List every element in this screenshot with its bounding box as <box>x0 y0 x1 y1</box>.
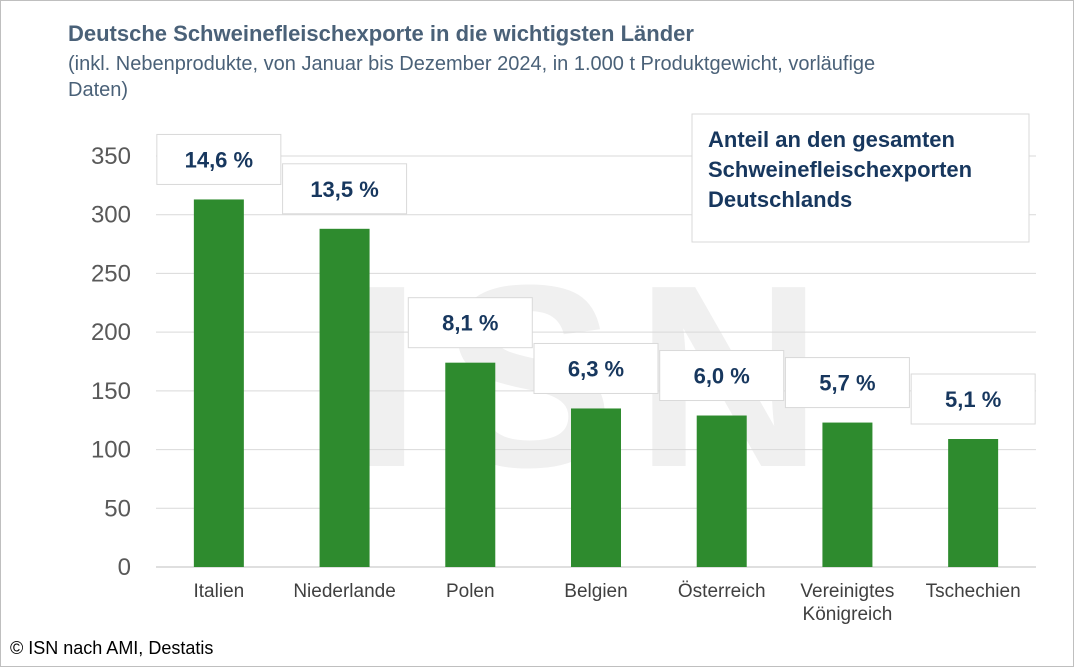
y-tick-label: 150 <box>91 378 131 405</box>
x-tick-label: Tschechien <box>926 581 1021 602</box>
y-tick-label: 350 <box>91 143 131 170</box>
annotation-text: Anteil an den gesamten Schweinefleischexp… <box>708 127 972 212</box>
data-label: 6,0 % <box>694 364 750 389</box>
bar <box>696 415 747 567</box>
data-label-box <box>910 373 1036 425</box>
data-label: 5,1 % <box>945 387 1001 412</box>
chart-title: Deutsche Schweinefleischexporte in die w… <box>68 21 694 46</box>
data-label-box <box>282 163 408 215</box>
y-tick-label: 200 <box>91 319 131 346</box>
data-label: 5,7 % <box>819 371 875 396</box>
x-tick-label: Österreich <box>678 581 766 602</box>
data-label-box <box>784 357 910 409</box>
data-label-box <box>659 350 785 402</box>
x-tick-label: Belgien <box>564 581 627 602</box>
data-label: 8,1 % <box>442 311 498 336</box>
source-note: © ISN nach AMI, Destatis <box>10 638 214 658</box>
y-tick-label: 100 <box>91 437 131 464</box>
bar <box>822 422 873 567</box>
x-tick-label: Polen <box>446 581 495 602</box>
data-label: 13,5 % <box>310 177 379 202</box>
bar <box>193 199 244 567</box>
bar <box>445 362 496 567</box>
bar <box>571 408 621 567</box>
annotation-box <box>691 113 1030 243</box>
data-label: 6,3 % <box>568 356 624 381</box>
y-tick-label: 0 <box>118 554 131 581</box>
data-label-box <box>533 342 659 394</box>
y-tick-label: 250 <box>91 260 131 287</box>
y-tick-label: 300 <box>91 202 131 229</box>
y-tick-label: 50 <box>104 495 131 522</box>
x-tick-label: Niederlande <box>293 581 395 602</box>
chart-subtitle: (inkl. Nebenprodukte, von Januar bis Dez… <box>68 53 876 101</box>
x-tick-label: Italien <box>194 581 245 602</box>
bar <box>948 439 999 567</box>
data-label-box <box>156 133 282 185</box>
data-label-box <box>407 297 533 349</box>
bar <box>319 228 370 567</box>
x-tick-label: Vereinigtes Königreich <box>800 581 894 625</box>
data-label: 14,6 % <box>185 147 254 172</box>
